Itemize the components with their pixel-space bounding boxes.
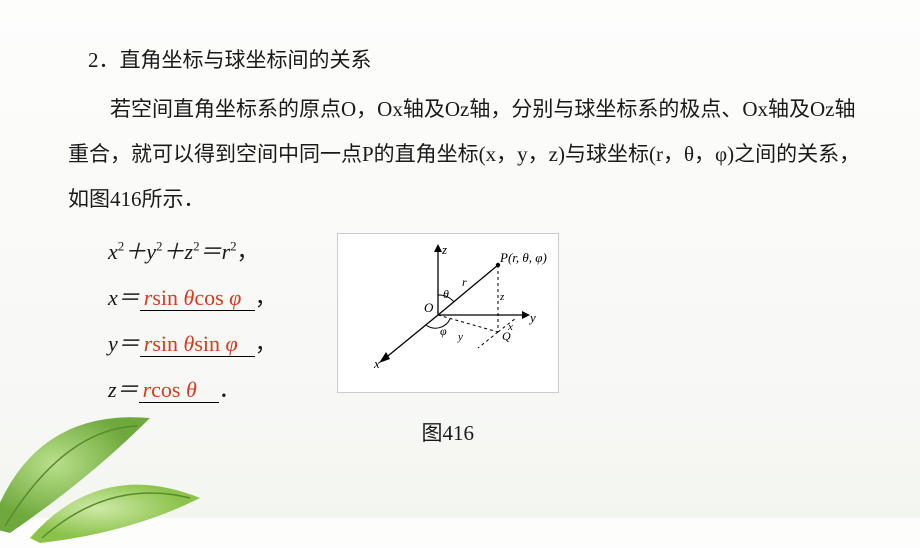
section-heading: 2．直角坐标与球坐标间的关系 bbox=[68, 38, 872, 83]
axis-y-label: y bbox=[528, 310, 536, 325]
figure-block: z y x P(r, θ, φ) r θ φ O Q z y x 图4­1­6 bbox=[337, 233, 559, 456]
equation-z: z＝rcos θ． bbox=[108, 367, 277, 413]
point-p-label: P(r, θ, φ) bbox=[499, 250, 547, 265]
figure-caption: 图4­1­6 bbox=[337, 411, 559, 456]
axis-x-label: x bbox=[373, 356, 380, 370]
equation-x: x＝rsin θcos φ， bbox=[108, 275, 277, 321]
body-paragraph: 若空间直角坐标系的原点O，Ox轴及Oz轴，分别与球坐标系的极点、Ox轴及Oz轴重… bbox=[68, 87, 872, 222]
equation-identity: x2＋y2＋z2＝r2， bbox=[108, 229, 277, 275]
y-small-label: y bbox=[457, 331, 463, 343]
figure-frame: z y x P(r, θ, φ) r θ φ O Q z y x bbox=[337, 233, 559, 393]
z-small-label: z bbox=[499, 291, 505, 303]
spherical-coord-diagram: z y x P(r, θ, φ) r θ φ O Q z y x bbox=[348, 240, 548, 370]
equation-y: y＝rsin θsin φ， bbox=[108, 321, 277, 367]
x-small-label: x bbox=[507, 321, 513, 333]
phi-label: φ bbox=[440, 324, 447, 338]
equation-block: x2＋y2＋z2＝r2， x＝rsin θcos φ， y＝rsin θsin … bbox=[68, 229, 277, 414]
theta-label: θ bbox=[443, 287, 449, 301]
origin-label: O bbox=[424, 300, 434, 315]
axis-z-label: z bbox=[441, 242, 447, 257]
r-label: r bbox=[462, 275, 467, 289]
